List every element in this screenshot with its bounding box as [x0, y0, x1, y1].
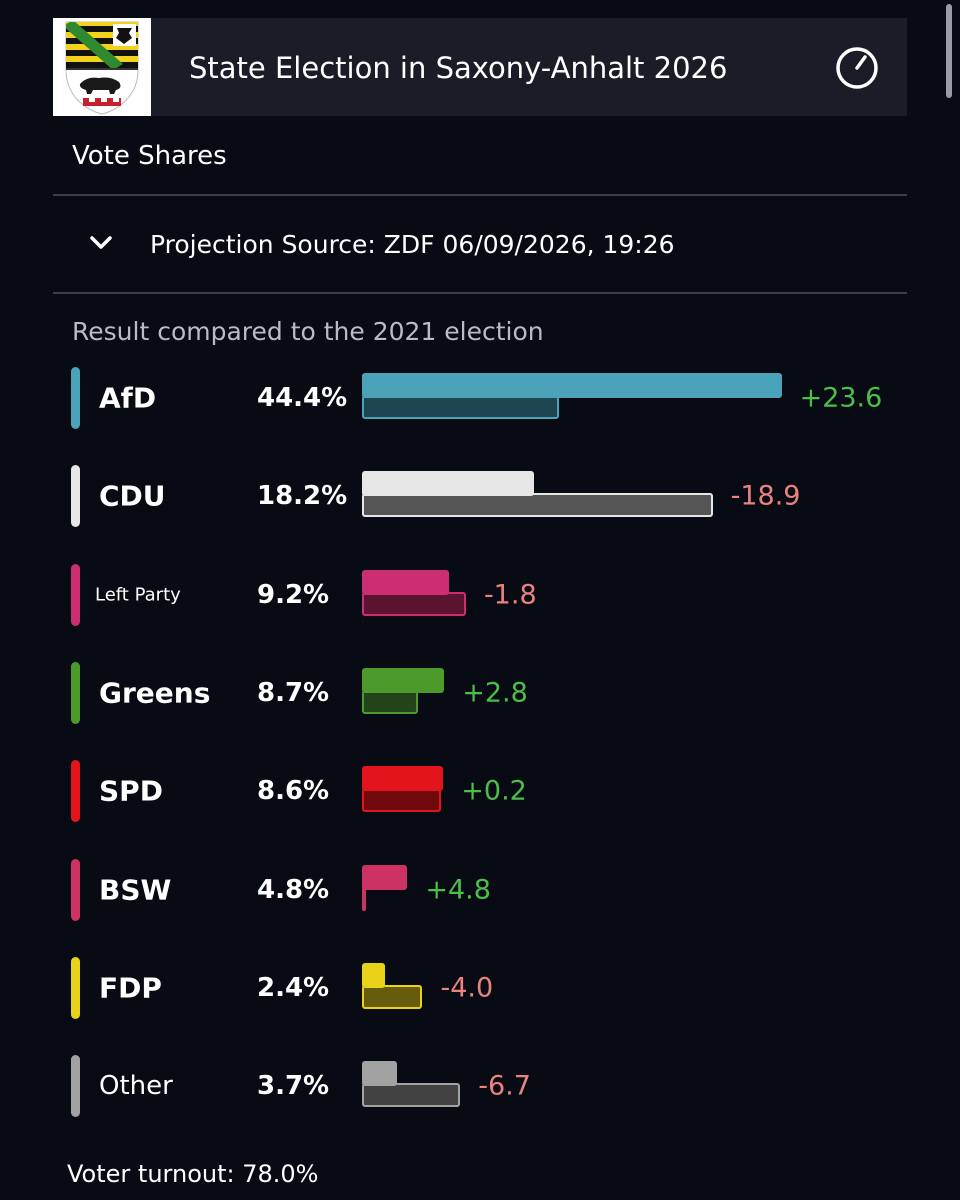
bar-2021	[362, 395, 559, 419]
vote-share-value: 9.2%	[257, 579, 330, 610]
power-icon[interactable]	[834, 45, 880, 91]
party-color-marker	[71, 760, 80, 823]
change-value: -1.8	[483, 579, 537, 611]
party-row: SPD 8.6% +0.2	[0, 760, 960, 858]
divider	[53, 194, 907, 196]
bar-2026	[362, 471, 534, 497]
party-row: CDU 18.2% -18.9	[0, 465, 960, 563]
party-row: BSW 4.8% +4.8	[0, 858, 960, 957]
party-color-marker	[71, 1055, 80, 1118]
bar-2026	[362, 667, 445, 693]
section-title: Vote Shares	[72, 141, 227, 171]
party-row: Greens 8.7% +2.8	[0, 661, 960, 760]
chart-title: Result compared to the 2021 election	[72, 317, 544, 346]
vote-share-value: 8.7%	[257, 677, 330, 708]
bar-group	[362, 373, 942, 423]
bar-2021	[362, 1083, 461, 1108]
party-row: AfD 44.4% +23.6	[0, 367, 960, 465]
bar-group	[362, 1061, 942, 1111]
bar-group	[362, 962, 942, 1013]
bar-2021	[362, 689, 418, 714]
bar-2021	[362, 788, 442, 813]
vote-share-value: 3.7%	[257, 1071, 330, 1102]
bar-group	[362, 569, 942, 620]
party-name: BSW	[99, 873, 172, 906]
party-row: Other 3.7% -6.7	[0, 1055, 960, 1153]
bar-2021	[362, 591, 466, 616]
change-value: +2.8	[462, 677, 528, 709]
header-bar	[53, 18, 907, 116]
vote-share-value: 8.6%	[257, 776, 330, 807]
party-color-marker	[71, 563, 80, 626]
chevron-down-icon[interactable]	[89, 233, 113, 253]
party-color-marker	[71, 956, 80, 1019]
bar-2026	[362, 1061, 397, 1087]
voter-turnout: Voter turnout: 78.0%	[67, 1160, 319, 1188]
bar-2021	[362, 493, 713, 518]
change-value: -4.0	[440, 972, 494, 1004]
bar-2026	[362, 766, 444, 792]
bar-group	[362, 766, 942, 816]
vote-share-value: 18.2%	[257, 481, 348, 512]
bar-2026	[362, 373, 782, 398]
party-name: Left Party	[95, 584, 181, 606]
change-value: +4.8	[425, 874, 491, 905]
vote-share-value: 2.4%	[257, 972, 330, 1003]
party-color-marker	[71, 858, 80, 921]
bar-2021	[362, 984, 423, 1009]
party-color-marker	[71, 661, 80, 724]
party-name: Other	[99, 1071, 173, 1102]
coat-of-arms-logo	[53, 18, 151, 116]
bar-2026	[362, 569, 449, 595]
party-name: CDU	[99, 479, 166, 513]
bar-2026	[362, 864, 408, 890]
bar-2021	[362, 886, 366, 911]
vote-share-value: 44.4%	[257, 383, 348, 413]
vote-share-value: 4.8%	[257, 874, 330, 905]
party-color-marker	[71, 465, 80, 528]
bar-2026	[362, 962, 385, 988]
bar-group	[362, 471, 942, 521]
party-name: SPD	[99, 774, 163, 808]
party-name: FDP	[99, 971, 162, 1005]
party-name: AfD	[99, 381, 157, 415]
bar-group	[362, 864, 942, 915]
projection-source-label: Projection Source: ZDF 06/09/2026, 19:26	[150, 230, 675, 259]
party-row: FDP 2.4% -4.0	[0, 956, 960, 1055]
party-row: Left Party 9.2% -1.8	[0, 563, 960, 662]
change-value: -18.9	[730, 480, 801, 512]
change-value: -6.7	[478, 1070, 531, 1102]
scrollbar[interactable]	[946, 4, 952, 98]
change-value: +23.6	[799, 382, 883, 414]
party-name: Greens	[99, 676, 211, 710]
page-title: State Election in Saxony-Anhalt 2026	[189, 51, 728, 85]
change-value: +0.2	[461, 775, 527, 807]
bar-group	[362, 667, 942, 718]
divider	[53, 292, 907, 294]
party-color-marker	[71, 367, 80, 429]
